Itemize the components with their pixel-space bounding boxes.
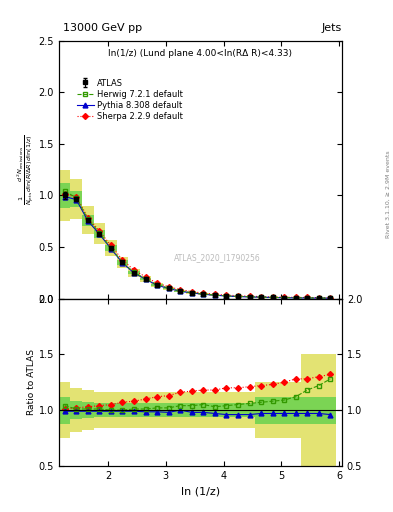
Text: ln(1/z) (Lund plane 4.00<ln(RΔ R)<4.33): ln(1/z) (Lund plane 4.00<ln(RΔ R)<4.33) — [108, 49, 292, 58]
Y-axis label: Ratio to ATLAS: Ratio to ATLAS — [27, 349, 36, 415]
Text: Jets: Jets — [321, 23, 342, 33]
Text: Rivet 3.1.10, ≥ 2.9M events: Rivet 3.1.10, ≥ 2.9M events — [386, 151, 391, 239]
Text: 13000 GeV pp: 13000 GeV pp — [63, 23, 142, 33]
Text: ATLAS_2020_I1790256: ATLAS_2020_I1790256 — [174, 253, 261, 262]
Legend: ATLAS, Herwig 7.2.1 default, Pythia 8.308 default, Sherpa 2.2.9 default: ATLAS, Herwig 7.2.1 default, Pythia 8.30… — [74, 76, 185, 123]
Y-axis label: $\frac{1}{N_{\mathrm{jets}}}\frac{d^2 N_{\mathrm{emissions}}}{d\ln(R/\Delta R)\,: $\frac{1}{N_{\mathrm{jets}}}\frac{d^2 N_… — [15, 134, 36, 205]
X-axis label: ln (1/z): ln (1/z) — [181, 486, 220, 496]
